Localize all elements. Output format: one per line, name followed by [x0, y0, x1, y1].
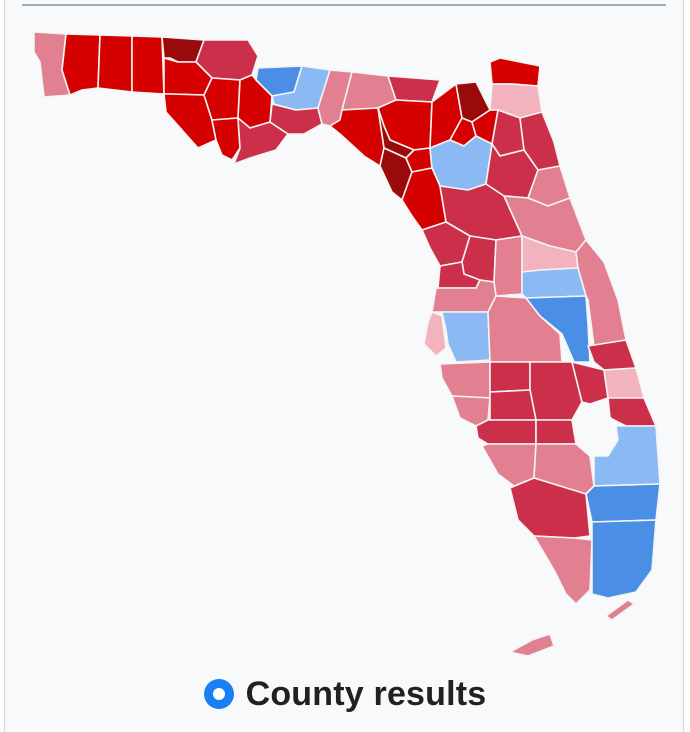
county-glades — [535, 419, 577, 445]
county-lake — [493, 235, 523, 297]
divider — [22, 4, 666, 6]
county-orange — [521, 267, 587, 299]
county-okaloosa — [97, 34, 133, 93]
county-franklin — [233, 117, 289, 165]
county-clay — [491, 109, 525, 157]
florida-keys — [509, 633, 555, 657]
county-indian-river — [587, 339, 637, 371]
county-monroe-mainland — [533, 535, 593, 605]
county-charlotte — [475, 419, 537, 445]
county-pinellas — [423, 311, 447, 357]
county-calhoun — [203, 77, 241, 121]
county-walton — [131, 35, 165, 95]
county-miami-dade — [591, 519, 657, 599]
caption-label: County results — [245, 674, 487, 713]
county-nassau — [489, 57, 541, 87]
county-hamilton — [387, 75, 441, 103]
county-st-lucie — [603, 367, 645, 401]
florida-county-map — [33, 31, 661, 657]
radio-selected-icon[interactable] — [203, 679, 234, 709]
county-martin — [607, 397, 657, 427]
map-caption: County results — [0, 668, 690, 720]
county-wakulla — [269, 103, 323, 135]
county-broward — [585, 483, 661, 523]
county-gulf — [211, 117, 241, 161]
county-hardee — [489, 361, 531, 393]
county-santa-rosa — [61, 33, 101, 96]
county-alachua — [429, 135, 493, 191]
county-collier — [509, 477, 591, 539]
county-okeechobee — [571, 361, 609, 405]
county-desoto — [489, 389, 537, 421]
florida-keys-upper — [605, 599, 635, 621]
county-manatee — [439, 361, 491, 399]
lake-okeechobee — [580, 406, 616, 456]
county-hillsborough — [441, 311, 491, 363]
county-osceola — [525, 295, 591, 363]
